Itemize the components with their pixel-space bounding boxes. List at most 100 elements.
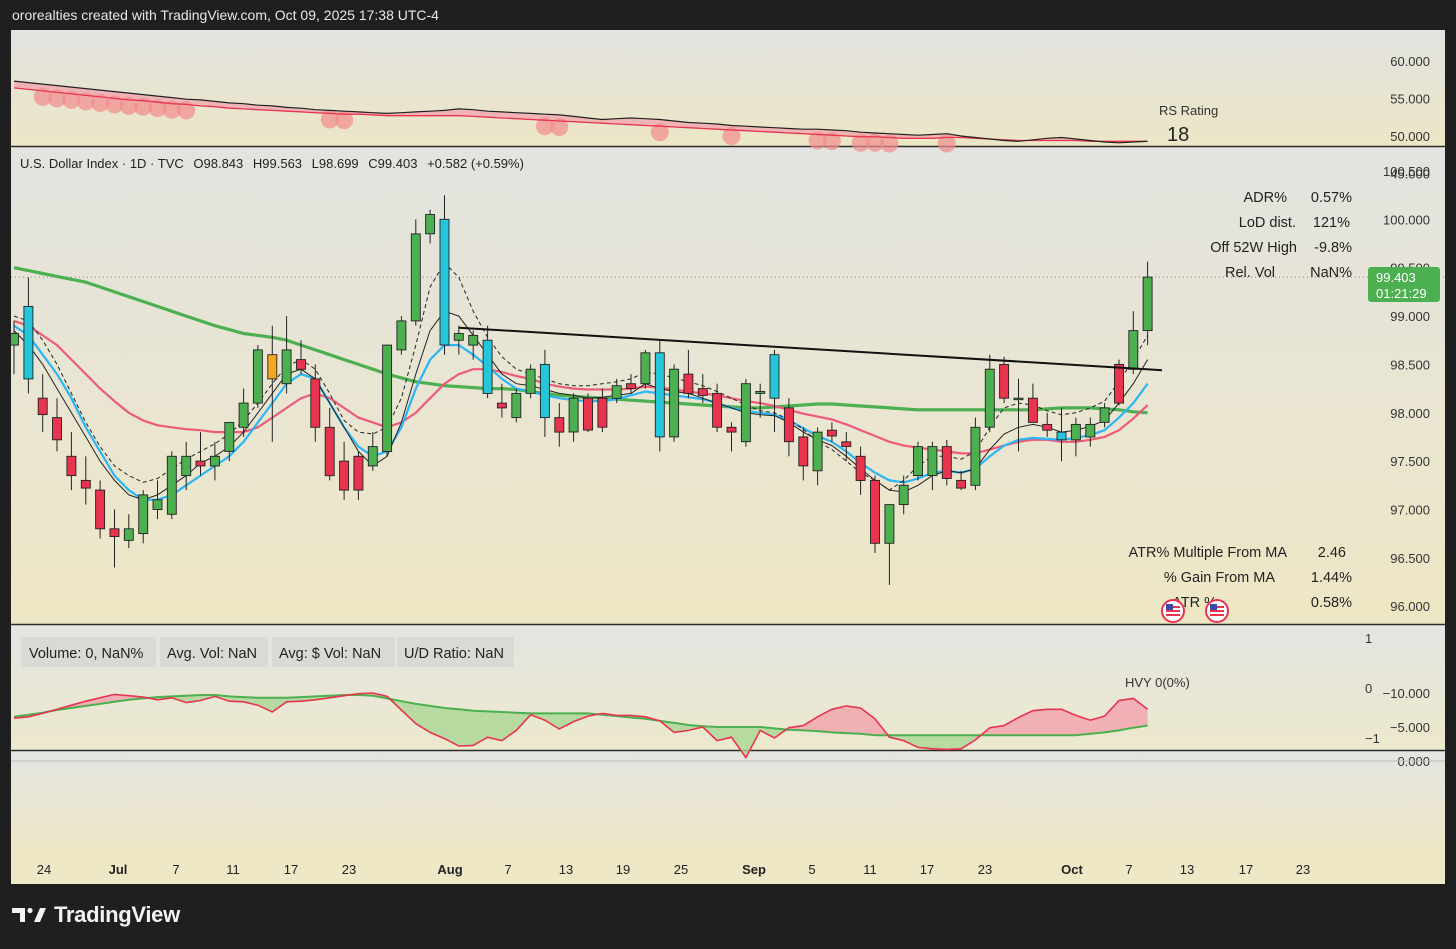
time-tick-label: Jul	[109, 862, 128, 877]
attribution-text: ororealties created with TradingView.com…	[12, 7, 439, 23]
osc-fill-segment	[1075, 715, 1091, 736]
candle-body	[224, 421, 235, 452]
candle-body	[1142, 276, 1153, 332]
candle	[1099, 403, 1110, 428]
candle	[138, 490, 149, 544]
rs-panel: 60.000 55.000 50.000 45.000	[13, 54, 1430, 182]
candle-body	[611, 385, 622, 399]
candle-body	[568, 397, 579, 433]
candle-body	[597, 397, 608, 428]
price-ytick: 97.500	[1390, 454, 1430, 469]
brand-name: TradingView	[54, 902, 180, 927]
candle	[95, 480, 106, 539]
candle	[798, 427, 809, 481]
candle	[52, 398, 62, 452]
candle-body	[52, 417, 62, 441]
tradingview-logo-icon	[12, 907, 46, 922]
us-flag-icon[interactable]	[1205, 599, 1229, 623]
rs-marker	[937, 134, 956, 153]
time-tick-label: 7	[1125, 862, 1132, 877]
rs-marker	[320, 110, 339, 129]
candle	[554, 403, 565, 447]
price-ytick: 99.000	[1390, 309, 1430, 324]
candle	[539, 349, 550, 437]
stat-label: % Gain From MA	[1164, 570, 1276, 586]
candle	[80, 456, 91, 505]
candle-body	[37, 397, 48, 416]
rs-ytick: 45.000	[1390, 167, 1430, 182]
avg-dollar-vol-chip: Avg: $ Vol: NaN	[279, 646, 381, 662]
time-axis-bg	[11, 848, 1445, 884]
candle-body	[1013, 397, 1024, 401]
candle-body	[1099, 407, 1110, 423]
price-ytick: 98.500	[1390, 357, 1430, 372]
stats-table-top: ADR% 0.57% LoD dist. 121% Off 52W High -…	[1210, 190, 1352, 281]
candle	[123, 514, 134, 549]
candle	[1085, 417, 1096, 447]
rs-marker	[91, 93, 110, 112]
candle-body	[984, 368, 995, 428]
candle-body	[410, 233, 421, 322]
candle	[941, 439, 952, 486]
osc-fill-segment	[1061, 709, 1076, 736]
candle	[11, 320, 19, 375]
us-flag-icon[interactable]	[1161, 599, 1185, 623]
osc-panel-bg	[11, 751, 1445, 848]
candle	[238, 388, 249, 437]
candle	[195, 432, 206, 476]
candle-body	[353, 455, 364, 491]
candle	[841, 432, 852, 462]
candle	[669, 364, 680, 442]
candle	[855, 446, 866, 495]
rs-ma-line	[13, 87, 1148, 142]
candle-body	[1114, 363, 1124, 404]
trendline	[458, 326, 1163, 372]
candle	[296, 340, 306, 375]
candle-body	[740, 383, 751, 443]
candle	[870, 475, 880, 553]
tradingview-brand[interactable]: TradingView	[12, 902, 180, 928]
rs-marker	[148, 99, 167, 118]
rs-marker	[808, 131, 827, 150]
candle	[310, 364, 321, 442]
candle	[999, 356, 1010, 404]
candle-body	[1027, 397, 1038, 423]
legend-change: +0.582 (+0.59%)	[427, 156, 524, 171]
stat-label: ADR%	[1243, 190, 1287, 206]
candle-body	[95, 489, 106, 530]
osc-fill-segment	[1032, 709, 1048, 736]
time-tick-label: 23	[1296, 862, 1310, 877]
candle	[339, 441, 350, 500]
legend-high: H99.563	[253, 156, 302, 171]
price-ytick: 96.500	[1390, 551, 1430, 566]
stat-value: 2.46	[1318, 545, 1346, 561]
rs-marker	[866, 133, 884, 152]
candle	[209, 441, 220, 481]
osc-fill-segment	[473, 710, 488, 746]
price-ytick: 100.500	[1383, 164, 1430, 179]
candle-body	[425, 214, 436, 235]
candle-body	[238, 402, 249, 428]
candle-body	[956, 479, 967, 489]
candle-body	[726, 426, 737, 433]
rs-marker	[177, 101, 196, 120]
time-tick-label: 5	[808, 862, 815, 877]
candle-body	[80, 479, 91, 489]
candle	[769, 349, 780, 433]
candle-body	[654, 352, 665, 438]
time-tick-label: 24	[37, 862, 51, 877]
candle	[382, 344, 393, 457]
symbol-legend[interactable]: U.S. Dollar Index · 1D · TVC O98.843 H99…	[20, 156, 524, 171]
candle-body	[181, 455, 192, 477]
candle	[482, 325, 493, 399]
stat-value: NaN%	[1310, 265, 1352, 281]
chart-svg[interactable]: 60.000 55.000 50.000 45.000 100.500 100.000 9…	[11, 30, 1445, 884]
time-tick-label: 25	[674, 862, 688, 877]
time-tick-label: 7	[172, 862, 179, 877]
rs-rating-label: RS Rating	[1159, 103, 1218, 118]
hvy-label: HVY 0(0%)	[1125, 675, 1190, 690]
candle-body	[511, 392, 522, 419]
stat-label: Off 52W High	[1210, 240, 1297, 256]
chart-area[interactable]: 60.000 55.000 50.000 45.000 100.500 100.000 9…	[11, 30, 1445, 884]
candle	[152, 480, 163, 520]
